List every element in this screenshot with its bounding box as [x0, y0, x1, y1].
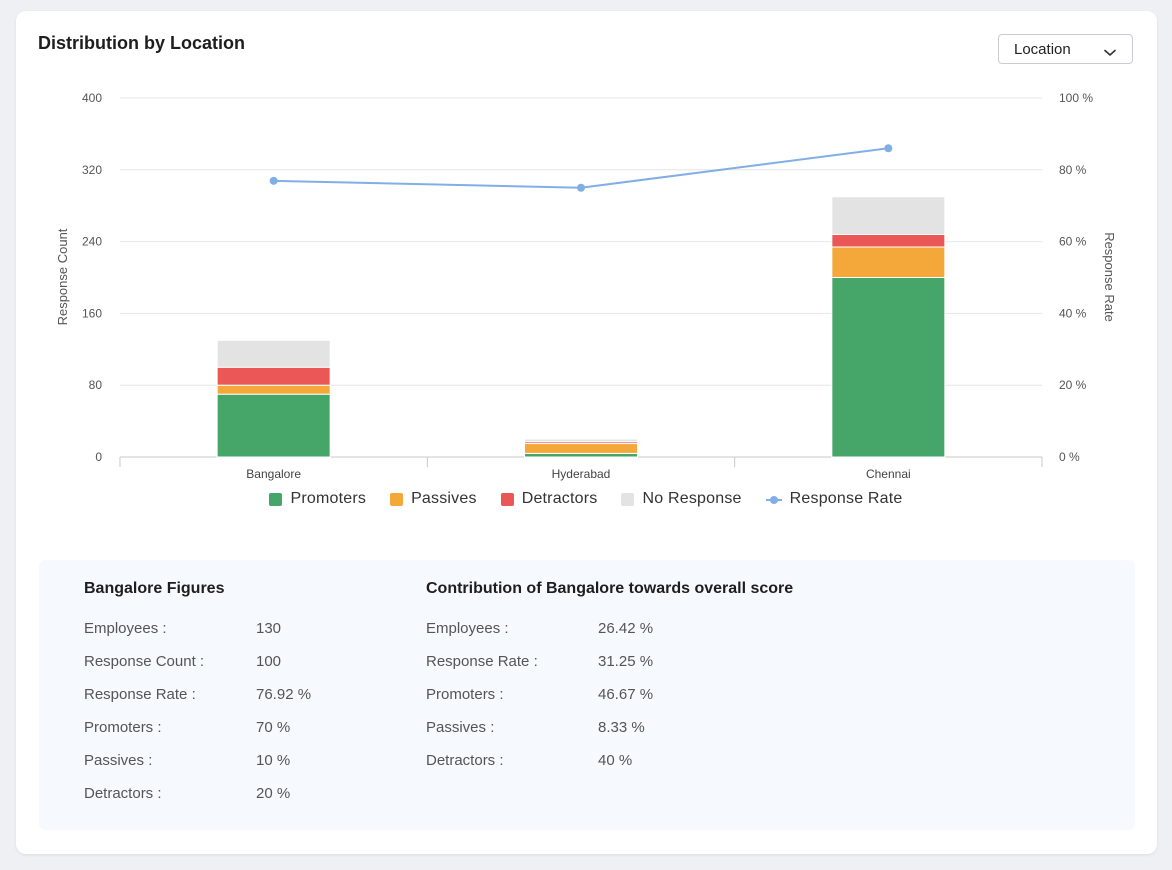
response-rate-point — [577, 183, 585, 192]
stats-panel: Bangalore Figures Employees : 130 Respon… — [39, 560, 1135, 830]
stacked-bar-chart: 0 0 % 80 20 % 160 40 % 240 60 % 320 80 % 400 100 % R… — [55, 91, 1117, 481]
legend-label: Promoters — [290, 490, 367, 507]
response-rate-line — [273, 147, 889, 189]
y-right-tick-label: 20 % — [1059, 378, 1087, 392]
legend-item[interactable]: Response Rate — [765, 490, 903, 508]
y-right-tick-label: 80 % — [1059, 163, 1087, 177]
stat-value: 40 % — [598, 752, 633, 769]
x-tick-label: Hyderabad — [552, 467, 611, 481]
legend-label: No Response — [642, 490, 742, 507]
stat-value: 8.33 % — [598, 719, 645, 736]
stat-value: 31.25 % — [598, 653, 654, 670]
legend-line-marker — [765, 493, 782, 506]
legend-item[interactable]: Promoters — [269, 490, 366, 508]
stat-value: 46.67 % — [598, 686, 654, 703]
stat-value: 70 % — [256, 719, 291, 736]
bar-segment — [831, 233, 946, 248]
response-rate-point — [269, 176, 278, 185]
chevron-down-icon — [1104, 44, 1116, 62]
y-right-tick-label: 0 % — [1059, 450, 1080, 464]
response-rate-point — [884, 144, 893, 153]
y-right-tick-label: 40 % — [1059, 306, 1087, 320]
stat-label: Response Count : — [84, 653, 205, 670]
bar-segment — [216, 393, 331, 458]
stat-value: 26.42 % — [598, 620, 654, 637]
legend-label: Response Rate — [789, 490, 903, 507]
stat-value: 10 % — [256, 752, 291, 769]
y-right-axis-title: Response Rate — [1102, 232, 1117, 322]
x-tick-label: Chennai — [866, 467, 911, 481]
legend-swatch — [269, 492, 283, 506]
bar-segment — [831, 246, 946, 278]
location-figures-heading: Bangalore Figures — [84, 580, 225, 597]
stat-label: Response Rate : — [426, 653, 538, 670]
y-right-tick-label: 100 % — [1059, 91, 1093, 105]
stat-value: 100 — [256, 653, 282, 670]
bar-segment — [216, 339, 331, 368]
bar-segment — [831, 196, 946, 235]
chart-legend: Promoters Passives Detractors No Response Re… — [0, 487, 1172, 511]
bar-segment — [524, 443, 638, 454]
legend-label: Detractors — [521, 490, 598, 507]
stat-label: Employees : — [84, 620, 167, 637]
stat-label: Detractors : — [84, 785, 162, 802]
bar-segment — [216, 366, 331, 386]
bar-segment — [216, 384, 331, 395]
y-tick-label: 240 — [82, 235, 102, 249]
y-tick-label: 80 — [89, 378, 103, 392]
stat-label: Employees : — [426, 620, 509, 637]
stat-value: 76.92 % — [256, 686, 312, 703]
stat-value: 20 % — [256, 785, 291, 802]
chart-title: Distribution by Location — [38, 33, 245, 53]
legend-swatch — [500, 492, 514, 506]
bar-segment — [524, 438, 638, 443]
legend-item[interactable]: Passives — [390, 490, 477, 508]
legend-label: Passives — [411, 490, 477, 507]
stat-label: Passives : — [426, 719, 495, 736]
stat-label: Promoters : — [426, 686, 504, 703]
legend-swatch — [390, 492, 404, 506]
contribution-heading: Contribution of Bangalore towards overal… — [426, 580, 794, 597]
stat-label: Detractors : — [426, 752, 504, 769]
legend-item[interactable]: No Response — [621, 490, 741, 508]
bar-segment — [524, 452, 638, 458]
y-tick-label: 320 — [82, 163, 102, 177]
bar-segment — [831, 277, 946, 458]
y-tick-label: 160 — [82, 306, 102, 320]
stat-label: Response Rate : — [84, 686, 196, 703]
stat-label: Promoters : — [84, 719, 162, 736]
stat-value: 130 — [256, 620, 282, 637]
legend-item[interactable]: Detractors — [500, 490, 598, 508]
y-tick-label: 400 — [82, 91, 102, 105]
distribution-card: Distribution by Location Location Bangal… — [16, 11, 1157, 854]
x-tick-label: Bangalore — [246, 467, 301, 481]
dropdown-selected-value: Location — [1014, 41, 1071, 58]
y-axis-title: Response Count — [55, 228, 70, 325]
location-dropdown[interactable]: Location — [998, 34, 1133, 64]
stat-label: Passives : — [84, 752, 153, 769]
legend-swatch — [621, 492, 635, 506]
y-tick-label: 0 — [95, 450, 102, 464]
y-right-tick-label: 60 % — [1059, 235, 1087, 249]
